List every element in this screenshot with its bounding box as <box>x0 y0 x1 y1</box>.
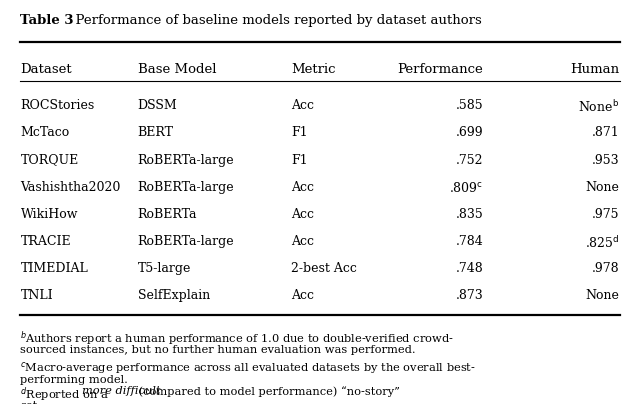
Text: 2-best Acc: 2-best Acc <box>291 262 357 275</box>
Text: RoBERTa-large: RoBERTa-large <box>138 181 234 194</box>
Text: .873: .873 <box>456 289 483 302</box>
Text: None$^{\mathrm{b}}$: None$^{\mathrm{b}}$ <box>579 99 620 115</box>
Text: more difficult: more difficult <box>82 386 161 396</box>
Text: TNLI: TNLI <box>20 289 53 302</box>
Text: .825$^{\mathrm{d}}$: .825$^{\mathrm{d}}$ <box>585 235 620 250</box>
Text: .978: .978 <box>592 262 620 275</box>
Text: (compared to model performance) “no-story”: (compared to model performance) “no-stor… <box>135 386 400 397</box>
Text: .699: .699 <box>456 126 483 139</box>
Text: .953: .953 <box>592 154 620 166</box>
Text: ROCStories: ROCStories <box>20 99 95 112</box>
Text: Acc: Acc <box>291 99 314 112</box>
Text: RoBERTa-large: RoBERTa-large <box>138 154 234 166</box>
Text: McTaco: McTaco <box>20 126 70 139</box>
Text: .835: .835 <box>456 208 483 221</box>
Text: set.: set. <box>20 401 42 404</box>
Text: Acc: Acc <box>291 289 314 302</box>
Text: Human: Human <box>570 63 620 76</box>
Text: .784: .784 <box>456 235 483 248</box>
Text: F1: F1 <box>291 126 308 139</box>
Text: .871: .871 <box>592 126 620 139</box>
Text: RoBERTa-large: RoBERTa-large <box>138 235 234 248</box>
Text: Table 3: Table 3 <box>20 14 74 27</box>
Text: T5-large: T5-large <box>138 262 191 275</box>
Text: $^d$Reported on a: $^d$Reported on a <box>20 386 109 404</box>
Text: TRACIE: TRACIE <box>20 235 71 248</box>
Text: Performance: Performance <box>397 63 483 76</box>
Text: WikiHow: WikiHow <box>20 208 78 221</box>
Text: .748: .748 <box>456 262 483 275</box>
Text: F1: F1 <box>291 154 308 166</box>
Text: Base Model: Base Model <box>138 63 216 76</box>
Text: performing model.: performing model. <box>20 375 129 385</box>
Text: TIMEDIAL: TIMEDIAL <box>20 262 88 275</box>
Text: sourced instances, but no further human evaluation was performed.: sourced instances, but no further human … <box>20 345 416 355</box>
Text: Dataset: Dataset <box>20 63 72 76</box>
Text: .975: .975 <box>592 208 620 221</box>
Text: $^c$Macro-average performance across all evaluated datasets by the overall best-: $^c$Macro-average performance across all… <box>20 360 476 376</box>
Text: BERT: BERT <box>138 126 173 139</box>
Text: Acc: Acc <box>291 235 314 248</box>
Text: Vashishtha2020: Vashishtha2020 <box>20 181 121 194</box>
Text: SelfExplain: SelfExplain <box>138 289 210 302</box>
Text: RoBERTa: RoBERTa <box>138 208 197 221</box>
Text: .585: .585 <box>456 99 483 112</box>
Text: Acc: Acc <box>291 208 314 221</box>
Text: Acc: Acc <box>291 181 314 194</box>
Text: $^b$Authors report a human performance of 1.0 due to double-verified crowd-: $^b$Authors report a human performance o… <box>20 329 454 348</box>
Text: None: None <box>586 181 620 194</box>
Text: Metric: Metric <box>291 63 336 76</box>
Text: Performance of baseline models reported by dataset authors: Performance of baseline models reported … <box>67 14 481 27</box>
Text: TORQUE: TORQUE <box>20 154 79 166</box>
Text: .809$^{\mathrm{c}}$: .809$^{\mathrm{c}}$ <box>449 181 483 195</box>
Text: .752: .752 <box>456 154 483 166</box>
Text: None: None <box>586 289 620 302</box>
Text: DSSM: DSSM <box>138 99 177 112</box>
